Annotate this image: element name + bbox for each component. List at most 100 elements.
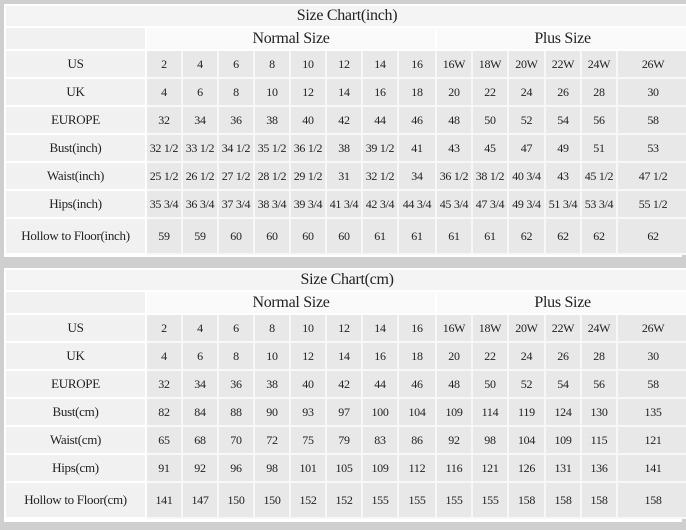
table-cell: 86 — [397, 425, 437, 455]
table-cell: 22W — [544, 49, 582, 79]
table-cell: 36 — [217, 105, 255, 135]
table-cell: 12 — [289, 77, 327, 107]
table-cell: 70 — [217, 425, 255, 455]
size-chart-cm: Size Chart(cm) Normal Size Plus Size US 2 4 6 8… — [3, 268, 686, 522]
table-cell: 53 — [615, 133, 686, 163]
table-cell: 59 — [181, 217, 219, 255]
table-cell: 135 — [615, 397, 686, 427]
table-row: Waist(cm) 65 68 70 72 75 79 83 86 92 98 104 109 115 12… — [4, 425, 686, 455]
table-cell: 116 — [435, 453, 473, 483]
chart-title: Size Chart(cm) — [3, 268, 686, 292]
table-cell: 40 — [289, 105, 327, 135]
table-cell: 48 — [435, 105, 473, 135]
table-cell: 39 1/2 — [361, 133, 399, 163]
table-cell: 91 — [145, 453, 183, 483]
table-cell: 44 3/4 — [397, 189, 437, 219]
row-label: Waist(inch) — [4, 161, 147, 191]
table-cell: 26 — [544, 77, 582, 107]
table-cell: 79 — [325, 425, 363, 455]
table-cell: 101 — [289, 453, 327, 483]
size-table: Size Chart(inch) Normal Size Plus Size US 2 4… — [3, 4, 686, 255]
size-table: Size Chart(cm) Normal Size Plus Size US 2 4 6 8… — [3, 268, 686, 519]
row-label: US — [4, 313, 147, 343]
table-cell: 28 1/2 — [253, 161, 291, 191]
table-cell: 96 — [217, 453, 255, 483]
table-cell: 34 — [181, 105, 219, 135]
table-row: Bust(cm) 82 84 88 90 93 97 100 104 109 114 119 124 13… — [4, 397, 686, 427]
table-cell: 37 3/4 — [217, 189, 255, 219]
table-cell: 34 — [181, 369, 219, 399]
table-cell: 45 3/4 — [435, 189, 473, 219]
table-row: UK 4 6 8 10 12 14 16 18 20 22 24 26 28 30 — [4, 77, 686, 107]
table-cell: 109 — [361, 453, 399, 483]
table-cell: 158 — [507, 481, 546, 519]
row-label: Hollow to Floor(inch) — [4, 217, 147, 255]
row-label: EUROPE — [4, 369, 147, 399]
table-cell: 20 — [435, 77, 473, 107]
table-cell: 104 — [397, 397, 437, 427]
table-cell: 115 — [580, 425, 618, 455]
table-cell: 52 — [507, 105, 546, 135]
table-row: Hips(inch) 35 3/4 36 3/4 37 3/4 38 3/4 39 3/4… — [4, 189, 686, 219]
table-row: EUROPE 32 34 36 38 40 42 44 46 48 50 52 54 56 58 — [4, 369, 686, 399]
table-cell: 90 — [253, 397, 291, 427]
table-cell: 20W — [507, 49, 546, 79]
table-cell: 54 — [544, 105, 582, 135]
table-cell: 16 — [397, 313, 437, 343]
table-cell: 32 — [145, 369, 183, 399]
table-row: Hips(cm) 91 92 96 98 101 105 109 112 116 121 126 131… — [4, 453, 686, 483]
table-cell: 131 — [544, 453, 582, 483]
table-cell: 18 — [397, 77, 437, 107]
table-cell: 152 — [325, 481, 363, 519]
header-blank — [4, 26, 147, 51]
row-label: Waist(cm) — [4, 425, 147, 455]
table-row: Hollow to Floor(inch) 59 59 60 60 60 60 61 61 61 6… — [4, 217, 686, 255]
table-cell: 150 — [217, 481, 255, 519]
table-cell: 18W — [471, 49, 509, 79]
table-cell: 41 — [397, 133, 437, 163]
table-cell: 14 — [361, 313, 399, 343]
table-cell: 6 — [217, 313, 255, 343]
table-cell: 68 — [181, 425, 219, 455]
table-cell: 38 1/2 — [471, 161, 509, 191]
table-cell: 4 — [181, 49, 219, 79]
table-cell: 155 — [435, 481, 473, 519]
table-cell: 47 — [507, 133, 546, 163]
table-cell: 6 — [217, 49, 255, 79]
table-cell: 97 — [325, 397, 363, 427]
table-cell: 61 — [361, 217, 399, 255]
table-cell: 50 — [471, 369, 509, 399]
table-cell: 47 3/4 — [471, 189, 509, 219]
table-row: Hollow to Floor(cm) 141 147 150 150 152 152 155… — [4, 481, 686, 519]
table-cell: 14 — [325, 77, 363, 107]
table-cell: 14 — [325, 341, 363, 371]
table-cell: 65 — [145, 425, 183, 455]
table-cell: 155 — [361, 481, 399, 519]
table-cell: 114 — [471, 397, 509, 427]
table-cell: 35 1/2 — [253, 133, 291, 163]
table-cell: 25 1/2 — [145, 161, 183, 191]
table-cell: 60 — [289, 217, 327, 255]
table-cell: 20 — [435, 341, 473, 371]
table-cell: 38 3/4 — [253, 189, 291, 219]
table-cell: 60 — [253, 217, 291, 255]
table-cell: 150 — [253, 481, 291, 519]
table-cell: 46 — [397, 105, 437, 135]
table-cell: 4 — [145, 77, 183, 107]
table-cell: 27 1/2 — [217, 161, 255, 191]
table-cell: 2 — [145, 313, 183, 343]
table-cell: 6 — [181, 341, 219, 371]
table-cell: 51 3/4 — [544, 189, 582, 219]
table-cell: 26 1/2 — [181, 161, 219, 191]
table-cell: 24 — [507, 77, 546, 107]
table-cell: 155 — [397, 481, 437, 519]
table-cell: 121 — [615, 425, 686, 455]
table-cell: 28 — [580, 341, 618, 371]
table-cell: 34 1/2 — [217, 133, 255, 163]
table-cell: 52 — [507, 369, 546, 399]
table-cell: 126 — [507, 453, 546, 483]
table-row: Waist(inch) 25 1/2 26 1/2 27 1/2 28 1/2 29 1/… — [4, 161, 686, 191]
row-label: Hollow to Floor(cm) — [4, 481, 147, 519]
table-row: Bust(inch) 32 1/2 33 1/2 34 1/2 35 1/2 36 1/2… — [4, 133, 686, 163]
table-cell: 147 — [181, 481, 219, 519]
